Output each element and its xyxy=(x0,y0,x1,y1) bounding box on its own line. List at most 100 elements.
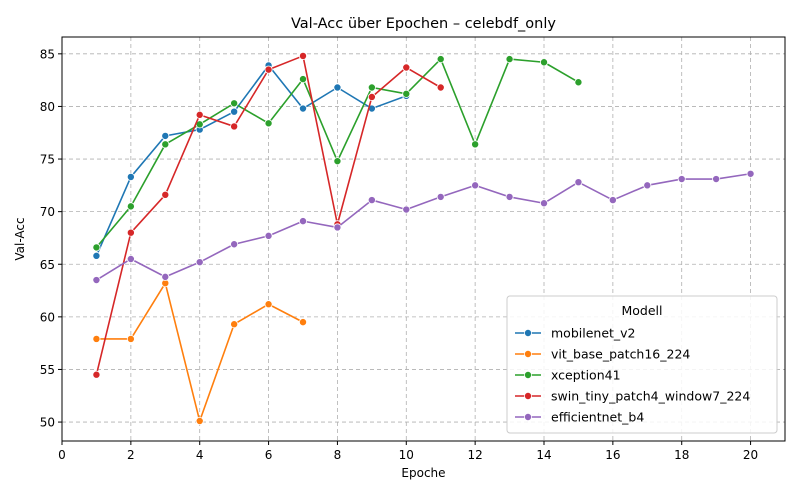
data-point xyxy=(230,107,239,116)
legend-box xyxy=(506,295,778,434)
series-line xyxy=(95,64,407,257)
data-point xyxy=(471,140,480,149)
plot-frame xyxy=(61,36,786,442)
data-point xyxy=(367,92,376,101)
legend-swatch-marker xyxy=(524,391,533,400)
data-point xyxy=(92,276,101,285)
series-vit_base_patch16_224 xyxy=(92,279,307,426)
y-tick-label: 80 xyxy=(40,100,55,114)
legend-items: mobilenet_v2 vit_base_patch16_224 xception… xyxy=(515,326,750,425)
y-tick-label: 60 xyxy=(40,310,55,324)
data-point xyxy=(195,110,204,119)
data-point xyxy=(298,104,307,113)
legend-item: efficientnet_b4 xyxy=(515,410,644,425)
data-point xyxy=(677,175,686,184)
series-mobilenet_v2 xyxy=(92,61,411,260)
legend-item: vit_base_patch16_224 xyxy=(515,347,690,362)
data-point xyxy=(230,99,239,108)
data-point xyxy=(126,228,135,237)
data-point xyxy=(92,243,101,252)
legend-label: swin_tiny_patch4_window7_224 xyxy=(551,389,750,404)
legend-swatch-marker xyxy=(524,412,533,421)
data-point xyxy=(230,122,239,131)
x-tick-label: 16 xyxy=(605,448,620,462)
data-point xyxy=(436,192,445,201)
data-point xyxy=(126,202,135,211)
series-line xyxy=(96,172,751,281)
x-tick-label: 8 xyxy=(334,448,342,462)
data-point xyxy=(643,181,652,190)
data-point xyxy=(402,205,411,214)
data-point xyxy=(195,258,204,267)
y-tick-label: 50 xyxy=(40,416,55,430)
data-point xyxy=(471,181,480,190)
x-tick-label: 18 xyxy=(674,448,689,462)
data-point xyxy=(540,199,549,208)
legend-swatch-marker xyxy=(524,349,533,358)
legend-item: mobilenet_v2 xyxy=(515,326,636,341)
legend-label: efficientnet_b4 xyxy=(551,410,644,425)
data-point xyxy=(505,192,514,201)
chart-title: Val-Acc über Epochen – celebdf_only xyxy=(291,16,556,32)
legend-item: xception41 xyxy=(515,368,621,383)
y-tick-label: 75 xyxy=(40,153,55,167)
x-axis-label: Epoche xyxy=(401,466,445,480)
legend-swatch-marker xyxy=(524,370,533,379)
y-tick-label: 85 xyxy=(40,47,55,61)
legend-label: vit_base_patch16_224 xyxy=(551,347,690,362)
data-point xyxy=(436,55,445,64)
series-xception41 xyxy=(92,55,583,252)
data-point xyxy=(230,320,239,329)
y-tick-label: 65 xyxy=(40,258,55,272)
x-tick-label: 0 xyxy=(58,448,66,462)
data-point xyxy=(161,190,170,199)
series-layer xyxy=(92,51,755,426)
data-point xyxy=(333,83,342,92)
data-point xyxy=(161,140,170,149)
legend: Modell mobilenet_v2 vit_base_patch16_224x… xyxy=(506,295,778,434)
data-point xyxy=(298,318,307,327)
data-point xyxy=(746,169,755,178)
axes: 0 2 4 6 8 10 12 14 16 18 20 50 55 60 65 70 75 80 85 xyxy=(40,47,758,462)
data-point xyxy=(126,334,135,343)
data-point xyxy=(195,417,204,426)
data-point xyxy=(264,300,273,309)
data-point xyxy=(298,217,307,226)
data-point xyxy=(298,51,307,60)
series-efficientnet_b4 xyxy=(92,169,755,285)
y-tick-label: 70 xyxy=(40,205,55,219)
x-tick-label: 4 xyxy=(196,448,204,462)
data-point xyxy=(92,370,101,379)
legend-label: mobilenet_v2 xyxy=(551,326,636,341)
data-point xyxy=(298,75,307,84)
data-point xyxy=(230,240,239,249)
data-point xyxy=(333,223,342,232)
data-point xyxy=(264,119,273,128)
x-tick-label: 14 xyxy=(536,448,551,462)
x-tick-label: 6 xyxy=(265,448,273,462)
data-point xyxy=(92,334,101,343)
data-point xyxy=(161,272,170,281)
data-point xyxy=(608,196,617,205)
data-point xyxy=(402,63,411,72)
legend-swatch-marker xyxy=(524,328,533,337)
legend-item: swin_tiny_patch4_window7_224 xyxy=(515,389,750,404)
data-point xyxy=(402,89,411,98)
data-point xyxy=(712,175,721,184)
x-tick-label: 20 xyxy=(743,448,758,462)
data-point xyxy=(264,65,273,74)
data-point xyxy=(161,131,170,140)
data-point xyxy=(333,157,342,166)
data-point xyxy=(92,251,101,260)
legend-label: xception41 xyxy=(551,368,621,383)
data-point xyxy=(505,55,514,64)
x-tick-label: 12 xyxy=(468,448,483,462)
data-point xyxy=(367,196,376,205)
data-point xyxy=(126,172,135,181)
data-point xyxy=(126,254,135,263)
data-point xyxy=(574,78,583,87)
data-point xyxy=(574,178,583,187)
x-tick-label: 2 xyxy=(127,448,135,462)
y-axis-label: Val-Acc xyxy=(13,217,27,260)
